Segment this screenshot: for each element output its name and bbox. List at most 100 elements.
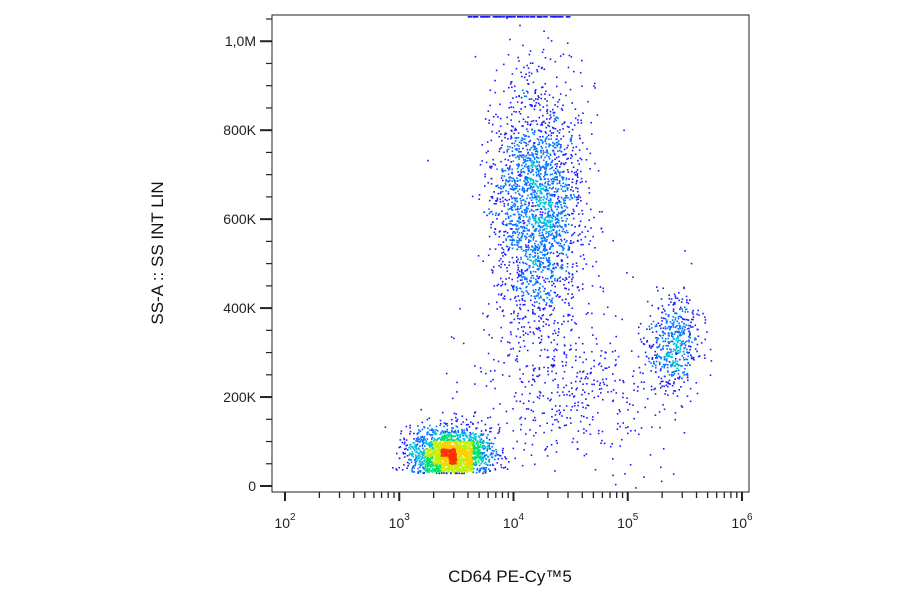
event-point bbox=[540, 234, 542, 237]
event-point bbox=[506, 245, 509, 248]
event-point bbox=[560, 238, 562, 241]
event-point bbox=[558, 229, 561, 232]
event-point bbox=[557, 140, 560, 142]
event-point bbox=[553, 236, 555, 238]
event-point bbox=[502, 241, 505, 243]
event-point bbox=[557, 155, 560, 158]
event-point bbox=[508, 180, 511, 182]
event-point bbox=[535, 280, 537, 283]
event-point bbox=[526, 79, 529, 81]
event-point bbox=[558, 245, 561, 247]
event-point bbox=[536, 260, 539, 262]
event-point bbox=[462, 450, 465, 452]
event-point bbox=[518, 185, 521, 187]
event-point bbox=[505, 245, 508, 247]
event-point bbox=[546, 225, 549, 228]
event-point bbox=[550, 132, 553, 134]
event-point bbox=[686, 358, 689, 361]
event-point bbox=[441, 439, 443, 441]
event-point bbox=[551, 225, 553, 228]
event-point bbox=[445, 451, 448, 453]
event-point bbox=[523, 180, 525, 182]
event-point bbox=[474, 446, 477, 448]
event-point bbox=[544, 174, 546, 177]
event-point bbox=[517, 136, 520, 139]
event-point bbox=[439, 452, 442, 455]
event-point bbox=[461, 441, 463, 444]
event-point bbox=[482, 433, 485, 435]
event-point bbox=[462, 472, 465, 475]
event-point bbox=[679, 339, 682, 342]
event-point bbox=[567, 144, 569, 147]
event-point bbox=[546, 188, 548, 190]
event-point bbox=[529, 193, 532, 195]
event-point bbox=[581, 213, 584, 215]
event-point bbox=[522, 262, 525, 265]
event-point bbox=[455, 432, 458, 435]
event-point bbox=[688, 330, 691, 333]
event-point bbox=[538, 141, 541, 144]
event-point bbox=[524, 300, 526, 302]
event-point bbox=[541, 122, 543, 124]
event-point bbox=[514, 295, 517, 298]
event-point bbox=[540, 261, 542, 263]
event-point bbox=[467, 423, 470, 426]
event-point bbox=[549, 110, 552, 113]
event-point bbox=[578, 289, 580, 292]
event-point bbox=[546, 136, 548, 138]
event-point bbox=[507, 169, 510, 171]
event-point bbox=[520, 102, 523, 104]
event-point bbox=[519, 287, 521, 290]
event-point bbox=[551, 301, 554, 304]
event-point bbox=[502, 260, 504, 263]
event-point bbox=[524, 106, 526, 108]
event-point bbox=[485, 458, 488, 461]
event-point bbox=[543, 299, 545, 301]
event-point bbox=[537, 190, 539, 192]
event-point bbox=[465, 465, 468, 467]
event-point bbox=[466, 429, 468, 432]
event-point bbox=[570, 280, 573, 283]
event-point bbox=[538, 320, 540, 322]
event-point bbox=[541, 276, 544, 279]
event-point bbox=[564, 224, 567, 226]
event-point bbox=[503, 234, 505, 237]
event-point bbox=[465, 462, 468, 464]
event-point bbox=[702, 312, 704, 315]
event-point bbox=[504, 466, 507, 469]
event-point bbox=[668, 355, 671, 357]
event-point bbox=[530, 259, 532, 262]
event-point bbox=[529, 253, 532, 256]
event-point bbox=[439, 461, 441, 463]
event-point bbox=[472, 456, 474, 459]
event-point bbox=[434, 462, 436, 465]
event-point bbox=[553, 195, 556, 197]
event-point bbox=[469, 436, 472, 439]
event-point bbox=[452, 446, 454, 448]
event-point bbox=[545, 126, 548, 129]
event-point bbox=[571, 102, 573, 104]
event-point bbox=[530, 299, 532, 302]
event-point bbox=[522, 215, 525, 218]
event-point bbox=[540, 243, 543, 246]
event-point bbox=[656, 357, 659, 359]
event-point bbox=[533, 380, 536, 383]
event-point bbox=[534, 165, 537, 167]
event-point bbox=[448, 456, 450, 459]
event-point bbox=[478, 436, 481, 439]
event-point bbox=[550, 313, 553, 316]
event-point bbox=[517, 227, 520, 230]
event-point bbox=[675, 362, 678, 365]
event-point bbox=[447, 457, 450, 460]
event-point bbox=[671, 362, 674, 365]
event-point bbox=[489, 464, 492, 466]
event-point bbox=[525, 236, 528, 239]
event-point bbox=[436, 452, 438, 454]
event-point bbox=[440, 461, 442, 464]
event-point bbox=[519, 274, 521, 277]
event-point bbox=[415, 451, 417, 454]
event-point bbox=[525, 144, 527, 147]
event-point bbox=[521, 210, 523, 213]
event-point bbox=[451, 458, 453, 461]
event-point bbox=[476, 447, 479, 449]
